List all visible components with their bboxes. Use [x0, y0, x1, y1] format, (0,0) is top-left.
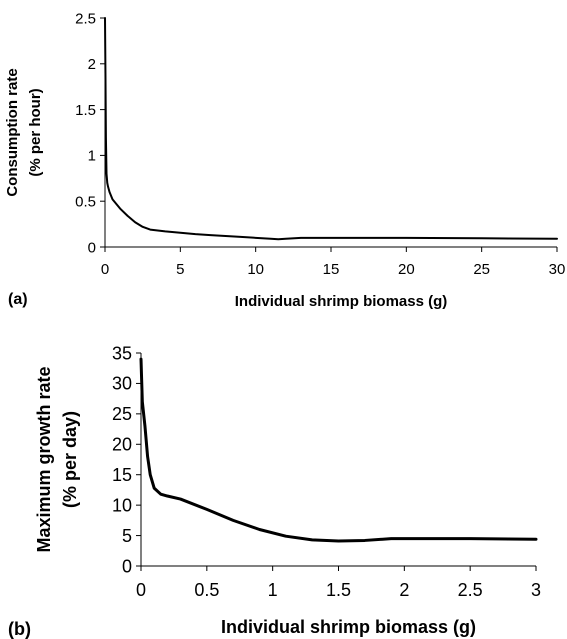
y-tick-label: 0: [88, 239, 96, 256]
x-tick-label: 2: [399, 580, 409, 600]
y-tick-label: 2.5: [75, 10, 96, 27]
y-tick-label: 15: [112, 465, 132, 485]
y-axis-label: Consumption rate: [4, 68, 21, 196]
x-axis-label: Individual shrimp biomass (g): [235, 293, 448, 310]
series-line: [139, 357, 538, 543]
y-tick-label: 1.5: [75, 102, 96, 119]
y-tick-label: 2: [88, 56, 96, 73]
x-axis-label: Individual shrimp biomass (g): [221, 617, 476, 637]
y-tick-label: 35: [112, 343, 132, 363]
x-tick-label: 0: [136, 580, 146, 600]
y-tick-label: 20: [112, 435, 132, 455]
x-tick-label: 3: [531, 580, 541, 600]
y-tick-label: 0.5: [75, 193, 96, 210]
y-axis-label: (% per hour): [27, 88, 44, 176]
x-tick-label: 1: [268, 580, 278, 600]
x-tick-label: 0.5: [194, 580, 219, 600]
x-tick-label: 2.5: [458, 580, 483, 600]
y-axis-label: (% per day): [60, 411, 80, 508]
panel-label: (b): [8, 619, 31, 639]
x-tick-label: 15: [323, 261, 340, 278]
y-tick-label: 1: [88, 148, 96, 165]
x-tick-label: 20: [398, 261, 415, 278]
x-tick-label: 25: [473, 261, 490, 278]
x-tick-label: 0: [101, 261, 109, 278]
panel-label: (a): [8, 291, 28, 308]
x-tick-label: 5: [176, 261, 184, 278]
x-tick-label: 1.5: [326, 580, 351, 600]
y-tick-label: 0: [122, 556, 132, 576]
x-tick-label: 30: [549, 261, 566, 278]
y-tick-label: 5: [122, 526, 132, 546]
x-tick-label: 10: [247, 261, 264, 278]
y-tick-label: 25: [112, 404, 132, 424]
chart-panel-a: 0 5 10 15 20 25 30 0 0.5 1 1.5 2 2.5 Individual shrim…: [4, 10, 565, 310]
y-axis-label: Maximum growth rate: [34, 366, 54, 552]
y-tick-label: 10: [112, 495, 132, 515]
series-line: [104, 17, 558, 241]
y-tick-label: 30: [112, 374, 132, 394]
